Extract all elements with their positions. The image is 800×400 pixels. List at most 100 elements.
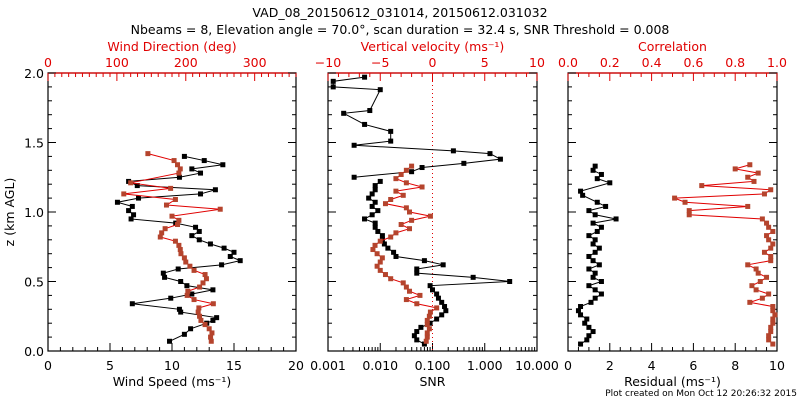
data-point (377, 238, 383, 244)
data-point (388, 128, 394, 134)
data-point (195, 309, 201, 315)
data-point (197, 284, 203, 290)
data-point (172, 196, 178, 202)
data-point (369, 203, 375, 209)
data-point (114, 199, 120, 205)
data-point (592, 270, 598, 276)
data-point (178, 251, 184, 257)
top-tick-label: −10 (315, 55, 341, 70)
plot-frame (567, 72, 778, 352)
data-point (176, 217, 182, 223)
x-tick-label: 4 (648, 358, 656, 373)
data-point (372, 187, 378, 193)
data-point (419, 184, 425, 190)
data-point (598, 224, 604, 230)
data-point (418, 324, 424, 330)
data-point (586, 266, 592, 272)
data-point (592, 163, 598, 169)
data-point (375, 228, 381, 234)
plot-footer: Plot created on Mon Oct 12 20:26:32 2015 (605, 389, 797, 399)
data-point (160, 270, 166, 276)
data-point (362, 121, 368, 127)
data-point (189, 233, 195, 239)
series-line (117, 155, 242, 342)
data-point (768, 258, 774, 264)
x-axis-label: Residual (ms⁻¹) (624, 374, 721, 389)
data-point (196, 237, 202, 243)
data-point (184, 292, 190, 298)
top-axis-label: Correlation (638, 39, 707, 54)
data-point (175, 222, 181, 228)
data-point (761, 249, 767, 255)
data-point (417, 292, 423, 298)
data-point (136, 195, 142, 201)
data-point (686, 212, 692, 218)
data-point (206, 326, 212, 332)
data-point (403, 180, 409, 186)
data-point (434, 291, 440, 297)
top-tick-label: 100 (105, 55, 129, 70)
data-point (210, 287, 216, 293)
data-point (766, 237, 772, 243)
data-point (382, 272, 388, 278)
data-point (435, 295, 441, 301)
data-point (770, 308, 776, 314)
top-tick-label: 0 (44, 55, 52, 70)
series-residual (575, 163, 619, 347)
y-tick-label: 1.0 (24, 205, 44, 220)
data-point (598, 171, 604, 177)
plot-frame (47, 72, 297, 352)
data-point (385, 245, 391, 251)
data-point (764, 220, 770, 226)
data-point (181, 255, 187, 261)
data-point (400, 280, 406, 286)
data-point (426, 313, 432, 319)
data-point (189, 166, 195, 172)
x-tick-label: 0.100 (415, 358, 451, 373)
data-point (434, 305, 440, 311)
data-point (578, 188, 584, 194)
data-point (393, 230, 399, 236)
x-tick-label: 15 (226, 358, 242, 373)
data-point (388, 196, 394, 202)
data-point (407, 209, 413, 215)
data-point (592, 249, 598, 255)
data-point (169, 213, 175, 219)
x-axis-label: Wind Speed (ms⁻¹) (113, 374, 232, 389)
data-point (181, 331, 187, 337)
data-point (461, 160, 467, 166)
data-point (362, 74, 368, 80)
data-point (128, 216, 134, 222)
data-point (745, 174, 751, 180)
top-tick-label: 200 (174, 55, 198, 70)
data-point (237, 258, 243, 264)
x-tick-label: 0.010 (362, 358, 398, 373)
x-tick-label: 0 (564, 358, 572, 373)
data-point (421, 341, 427, 347)
data-point (167, 338, 173, 344)
data-point (427, 213, 433, 219)
data-point (129, 203, 135, 209)
data-point (129, 301, 135, 307)
data-point (128, 180, 134, 186)
data-point (590, 241, 596, 247)
series-line (123, 153, 221, 342)
data-point (699, 183, 705, 189)
series-line (332, 76, 503, 178)
data-point (768, 253, 774, 259)
data-point (766, 224, 772, 230)
data-point (770, 304, 776, 310)
chart-subtitle: Nbeams = 8, Elevation angle = 70.0°, sca… (131, 22, 670, 37)
data-point (592, 212, 598, 218)
data-point (594, 199, 600, 205)
data-point (672, 195, 678, 201)
data-point (210, 317, 216, 323)
data-point (403, 284, 409, 290)
data-point (193, 224, 199, 230)
data-point (440, 262, 446, 268)
data-point (388, 234, 394, 240)
data-point (578, 312, 584, 318)
data-point (770, 316, 776, 322)
panel-snr: 0.001 0.010 0.100 1.000 10.000 SNR −10 −5 0 5 10 Ve… (310, 39, 559, 389)
